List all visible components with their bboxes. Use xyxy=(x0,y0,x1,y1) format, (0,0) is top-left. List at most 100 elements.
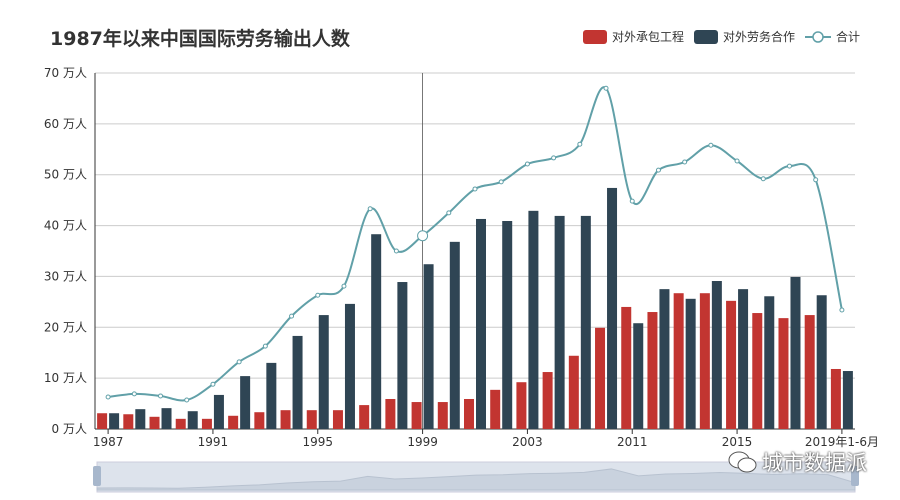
bar-labor xyxy=(135,409,146,429)
x-tick-label: 2015 xyxy=(722,435,753,449)
bar-labor xyxy=(554,215,565,429)
total-point xyxy=(341,283,347,289)
bar-labor xyxy=(659,289,670,429)
legend: 对外承包工程 对外劳务合作 合计 xyxy=(582,28,860,45)
bar-labor xyxy=(213,394,224,429)
datazoom-preview xyxy=(96,468,856,491)
bar-labor xyxy=(842,371,853,429)
legend-swatch xyxy=(693,29,718,44)
bar-contract xyxy=(490,389,501,429)
bar-contract xyxy=(201,418,212,429)
bar-contract xyxy=(359,405,370,429)
x-tick-label: 1987 xyxy=(93,435,124,449)
y-tick-label: 10 万人 xyxy=(44,371,87,385)
bar-labor xyxy=(318,315,329,429)
bar-contract xyxy=(306,410,317,429)
bar-contract xyxy=(464,398,474,429)
y-tick-label: 70 万人 xyxy=(44,66,87,80)
bar-contract xyxy=(752,313,763,429)
total-point xyxy=(289,313,295,319)
legend-item-total[interactable]: 合计 xyxy=(804,28,860,45)
bar-contract xyxy=(726,300,737,429)
bar-labor xyxy=(685,298,696,429)
legend-label: 对外劳务合作 xyxy=(722,30,795,44)
total-point xyxy=(184,397,190,403)
total-point xyxy=(498,179,504,185)
bar-contract xyxy=(280,410,291,429)
bar-labor xyxy=(109,413,120,429)
total-point xyxy=(786,163,792,169)
bar-contract xyxy=(699,293,710,429)
x-tick-label: 2011 xyxy=(617,435,648,449)
total-point xyxy=(472,186,478,192)
bar-contract xyxy=(385,398,396,429)
bar-labor xyxy=(161,408,172,429)
bar-contract xyxy=(254,412,265,429)
bar-labor xyxy=(790,276,801,429)
datazoom-handle[interactable] xyxy=(93,466,101,486)
total-point xyxy=(682,159,688,165)
x-tick-label: 1995 xyxy=(302,435,333,449)
bar-labor xyxy=(397,282,408,429)
total-point xyxy=(236,359,242,365)
total-point xyxy=(105,394,111,400)
total-point xyxy=(446,210,452,216)
bar-labor xyxy=(502,220,513,429)
y-tick-label: 20 万人 xyxy=(44,320,87,334)
y-tick-label: 40 万人 xyxy=(44,219,87,233)
bar-labor xyxy=(266,362,277,429)
total-point xyxy=(262,343,268,349)
total-point xyxy=(417,230,429,242)
total-point xyxy=(393,248,399,254)
bar-labor xyxy=(371,234,382,429)
total-point xyxy=(655,167,661,173)
legend-item-contract[interactable]: 对外承包工程 xyxy=(582,28,684,45)
bar-contract xyxy=(647,312,658,429)
watermark-text: 城市数据派 xyxy=(762,451,867,475)
legend-swatch xyxy=(582,29,607,44)
total-point xyxy=(603,85,609,91)
bar-labor xyxy=(423,264,434,429)
bar-contract xyxy=(568,355,579,429)
bar-contract xyxy=(123,414,134,429)
bar-labor xyxy=(711,281,722,429)
bar-contract xyxy=(621,306,632,429)
y-tick-label: 0 万人 xyxy=(52,422,87,436)
bar-contract xyxy=(778,318,789,429)
wechat-icon xyxy=(728,451,757,473)
bar-labor xyxy=(449,241,460,429)
bar-labor xyxy=(580,215,591,429)
bar-labor xyxy=(344,303,355,429)
line-circle-icon xyxy=(804,30,831,43)
total-point xyxy=(577,141,583,147)
total-point xyxy=(760,176,766,182)
x-tick-label: 1991 xyxy=(198,435,229,449)
total-point xyxy=(210,381,216,387)
datazoom-handle[interactable] xyxy=(851,466,859,486)
bar-contract xyxy=(830,368,841,429)
y-tick-label: 30 万人 xyxy=(44,269,87,283)
total-point xyxy=(708,142,714,148)
total-point xyxy=(367,206,373,212)
bar-labor xyxy=(738,289,749,429)
total-point xyxy=(813,177,819,183)
bar-labor xyxy=(292,335,303,429)
total-point xyxy=(315,292,321,298)
bar-labor xyxy=(816,295,827,429)
bar-contract xyxy=(228,415,239,429)
bar-contract xyxy=(437,402,448,429)
x-tick-label: 2003 xyxy=(512,435,543,449)
bar-labor xyxy=(607,187,618,429)
legend-item-labor[interactable]: 对外劳务合作 xyxy=(693,28,795,45)
bar-contract xyxy=(516,382,527,429)
total-point xyxy=(839,307,845,313)
x-tick-label: 1999 xyxy=(407,435,438,449)
total-point xyxy=(131,391,137,397)
total-point xyxy=(158,393,164,399)
y-tick-label: 60 万人 xyxy=(44,117,87,131)
total-point xyxy=(524,161,530,167)
total-point xyxy=(734,158,740,164)
bar-labor xyxy=(187,411,198,429)
legend-label: 合计 xyxy=(835,30,860,44)
